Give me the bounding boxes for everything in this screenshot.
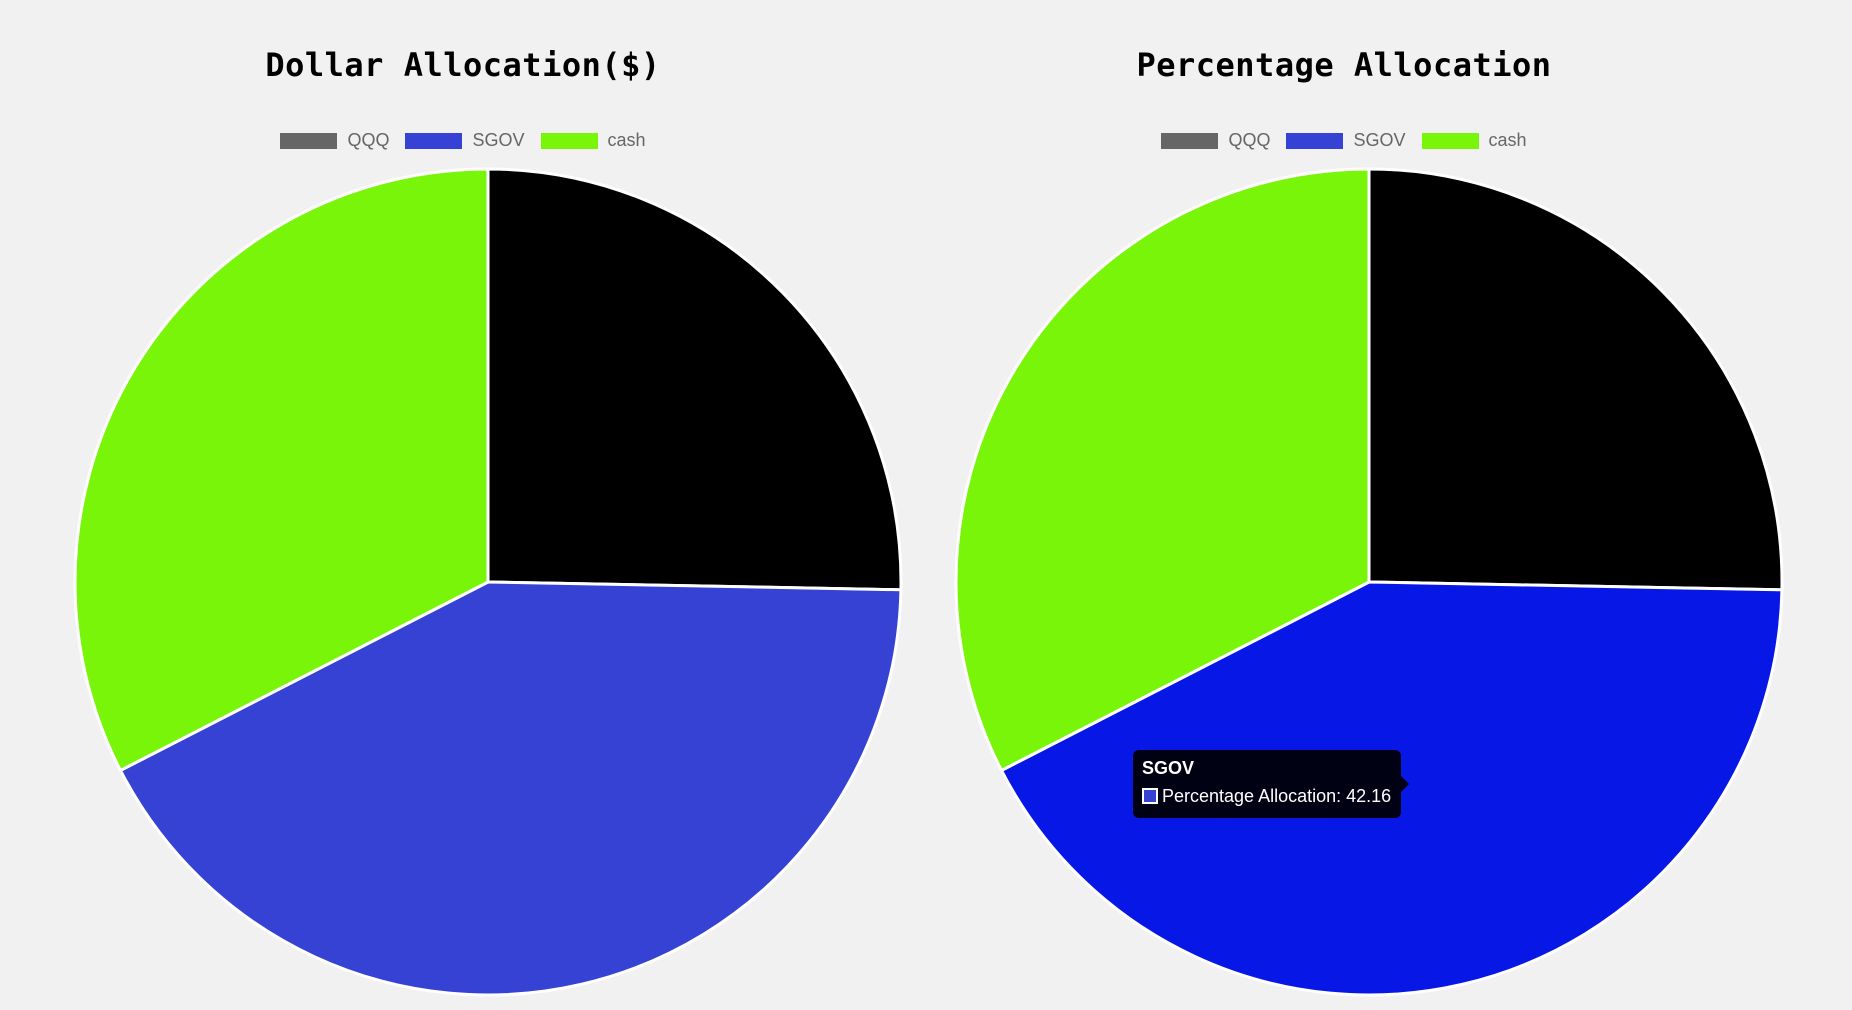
percentage-pie — [954, 167, 1784, 997]
slice-tooltip: SGOV Percentage Allocation: 42.16 — [1133, 750, 1409, 818]
legend-label-sgov: SGOV — [472, 130, 525, 150]
legend-item-qqq[interactable]: QQQ — [1161, 130, 1270, 151]
legend-swatch-sgov — [405, 132, 463, 149]
pie-slice-qqq[interactable] — [1367, 167, 1784, 592]
chart-title: Dollar Allocation($) — [265, 46, 661, 84]
chart-title: Percentage Allocation — [1136, 46, 1552, 84]
legend-swatch-sgov — [1286, 132, 1344, 149]
legend-label-cash: cash — [1488, 130, 1527, 150]
tooltip-color-swatch — [1142, 788, 1158, 804]
tooltip-label: Percentage Allocation: 42.16 — [1162, 786, 1392, 806]
legend-item-sgov[interactable]: SGOV — [1286, 130, 1406, 151]
chart-legend: QQQ SGOV cash — [881, 130, 1807, 151]
percentage-allocation-chart: Percentage Allocation QQQ SGOV cash — [881, 0, 1807, 1010]
legend-label-sgov: SGOV — [1353, 130, 1406, 150]
dollar-allocation-chart: Dollar Allocation($) QQQ SGOV cash — [0, 46, 926, 997]
legend-item-cash[interactable]: cash — [1421, 130, 1527, 151]
legend-item-sgov[interactable]: SGOV — [405, 130, 525, 151]
dollar-pie — [73, 167, 903, 997]
legend-label-cash: cash — [607, 130, 646, 150]
legend-swatch-qqq — [1161, 132, 1219, 149]
tooltip-title: SGOV — [1142, 758, 1195, 778]
pie-slice-cash[interactable] — [73, 167, 490, 773]
tooltip-body: Percentage Allocation: 42.16 — [1142, 786, 1392, 806]
pie-slice-cash[interactable] — [954, 167, 1371, 773]
legend-swatch-qqq — [280, 132, 338, 149]
pie-slice-qqq[interactable] — [486, 167, 903, 592]
legend-item-qqq[interactable]: QQQ — [280, 130, 389, 151]
legend-swatch-cash — [1421, 132, 1479, 149]
legend-swatch-cash — [540, 132, 598, 149]
legend-label-qqq: QQQ — [347, 130, 390, 150]
legend-item-cash[interactable]: cash — [540, 130, 646, 151]
legend-label-qqq: QQQ — [1228, 130, 1271, 150]
pie-slice-sgov[interactable] — [118, 580, 903, 997]
chart-legend: QQQ SGOV cash — [0, 130, 926, 151]
